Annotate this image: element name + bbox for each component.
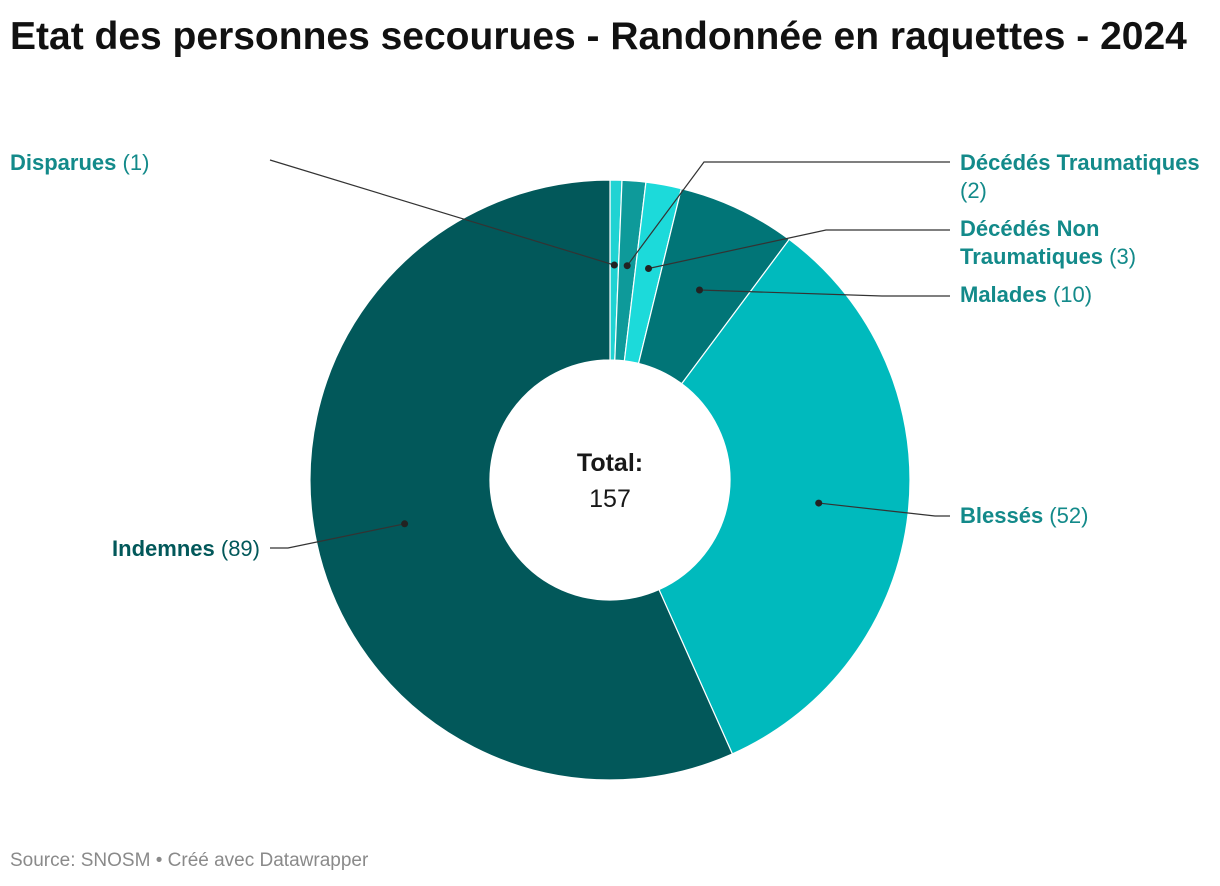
slice-label-decedes-non-traumatiques: Décédés Non Traumatiques (3) [960, 216, 1136, 269]
slice-labels: Disparues (1) Décédés Traumatiques (2) Décé… [10, 150, 1200, 561]
leader-lines [269, 159, 950, 549]
leader-line-blesses [818, 502, 950, 517]
leader-line-decedes-traumatiques [626, 161, 950, 267]
slice-indemnes[interactable] [309, 179, 734, 781]
leader-dot-blesses [815, 499, 823, 507]
slice-label-disparues: Disparues (1) [10, 150, 149, 175]
slice-label-blesses: Blessés (52) [960, 503, 1088, 528]
chart-title: Etat des personnes secourues - Randonnée… [10, 15, 1187, 58]
donut-slices [309, 179, 911, 781]
leader-dot-decedes-traumatiques [623, 262, 631, 270]
center-total-value: 157 [589, 485, 631, 513]
slice-label-indemnes: Indemnes (89) [112, 536, 260, 561]
slice-blesses[interactable] [658, 238, 911, 755]
leader-dot-indemnes [401, 520, 409, 528]
leader-line-indemnes [270, 523, 405, 549]
leader-dot-disparues [610, 261, 618, 269]
slice-label-malades: Malades (10) [960, 282, 1092, 307]
leader-dot-decedes-non-traumatiques [645, 264, 653, 272]
leader-line-malades [699, 289, 950, 297]
leader-line-disparues [269, 159, 615, 266]
center-total-label: Total: [577, 449, 643, 477]
source-footer: Source: SNOSM • Créé avec Datawrapper [10, 850, 369, 871]
leader-dot-malades [695, 286, 703, 294]
leader-line-decedes-non-traumatiques [648, 229, 950, 270]
slice-label-decedes-traumatiques: Décédés Traumatiques (2) [960, 150, 1200, 203]
